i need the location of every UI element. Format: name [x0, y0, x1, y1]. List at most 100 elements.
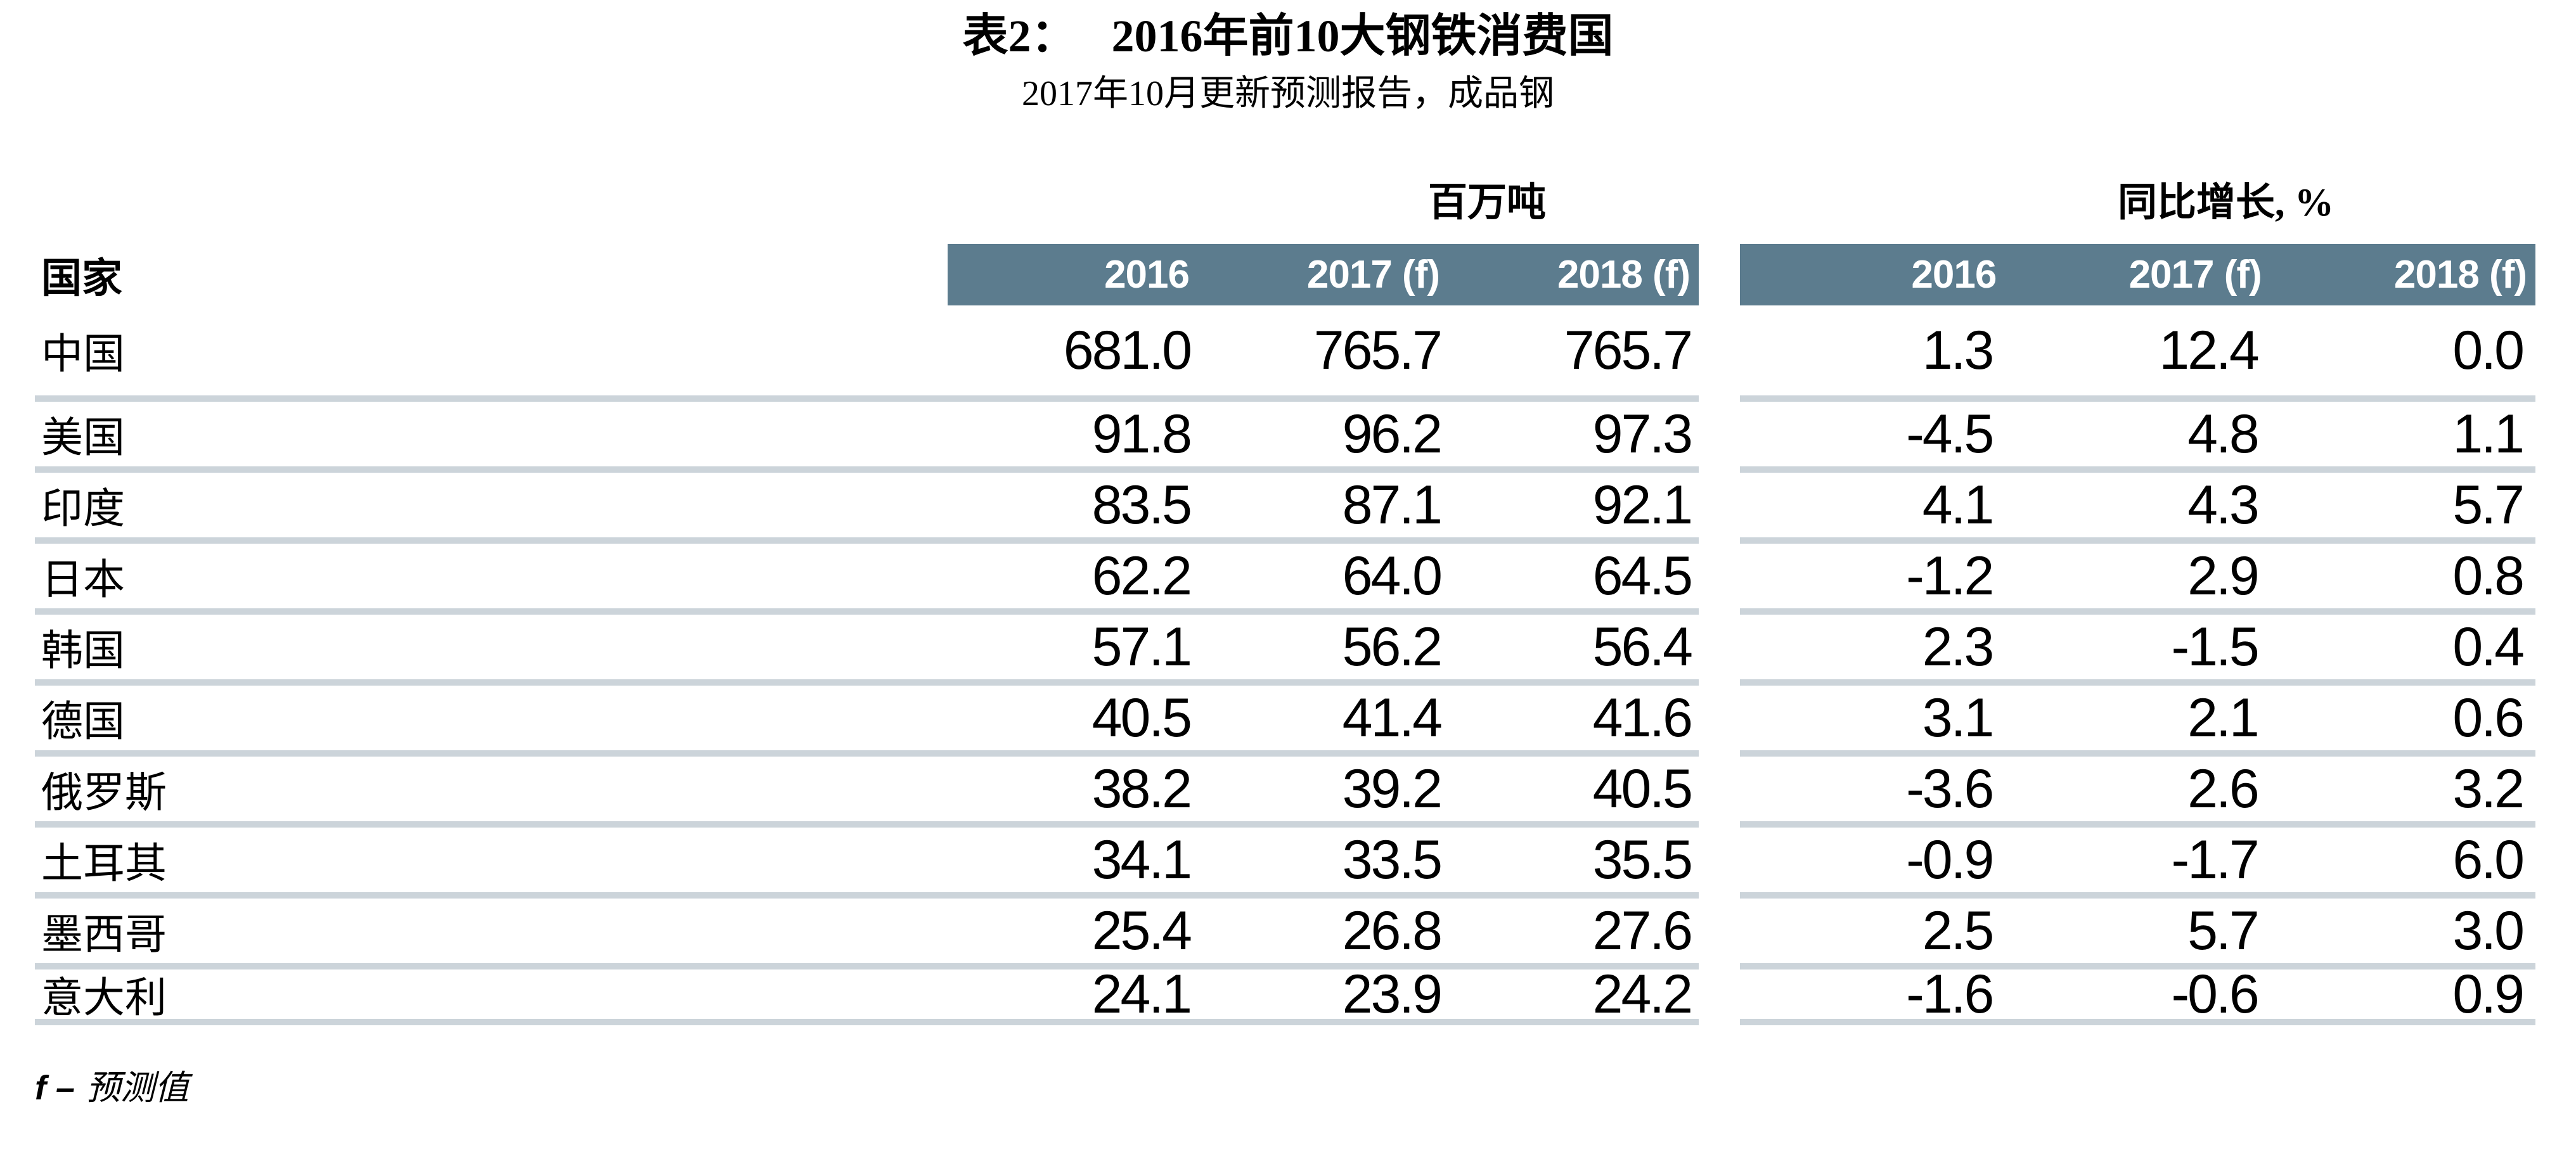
country-name: 德国: [41, 699, 125, 745]
mt-2016-value: 38.2: [1092, 758, 1192, 819]
row-left-segment: 日本 62.2 64.0 64.5: [35, 544, 1699, 615]
mt-2018f-value: 41.6: [1592, 687, 1693, 748]
yoy-2016-value: -1.2: [1906, 545, 1994, 606]
country-name: 墨西哥: [41, 912, 167, 958]
table-row: 美国 91.8 96.2 97.3 -4.5 4.8 1.1: [35, 402, 2535, 473]
table-title: 表2： 2016年前10大钢铁消费国: [0, 6, 2576, 67]
mt-2018f-value: 56.4: [1592, 616, 1693, 677]
yoy-2018f-value: 3.2: [2452, 758, 2525, 819]
table-body: 中国 681.0 765.7 765.7 1.3 12.4 0.0 美国 91.…: [35, 305, 2535, 1025]
row-left-segment: 土耳其 34.1 33.5 35.5: [35, 828, 1699, 899]
yoy-2017f-value: -1.5: [2171, 616, 2259, 677]
table-number-label: 表2：: [962, 11, 1077, 61]
yoy-2017f-value: 4.8: [2187, 403, 2260, 464]
group-header-yoy-growth: 同比增长, %: [2118, 181, 2334, 224]
row-gap: [1699, 402, 1740, 473]
yoy-2016-value: -1.6: [1906, 963, 1994, 1025]
country-column-header: 国家: [41, 255, 122, 301]
yoy-col-header-2018f: 2018 (f): [2393, 253, 2527, 297]
row-gap: [1699, 544, 1740, 615]
yoy-2016-value: 3.1: [1922, 687, 1995, 748]
row-gap: [1699, 899, 1740, 969]
row-left-segment: 俄罗斯 38.2 39.2 40.5: [35, 757, 1699, 828]
yoy-growth-header-band: 2016 2017 (f) 2018 (f): [1740, 244, 2535, 305]
row-left-segment: 印度 83.5 87.1 92.1: [35, 473, 1699, 544]
row-left-segment: 韩国 57.1 56.2 56.4: [35, 615, 1699, 686]
mt-2018f-value: 97.3: [1592, 403, 1693, 464]
mt-2017f-value: 56.2: [1342, 616, 1443, 677]
mt-2017f-value: 87.1: [1342, 474, 1443, 535]
mt-2016-value: 83.5: [1092, 474, 1192, 535]
mt-2017f-value: 41.4: [1342, 687, 1443, 748]
country-name: 韩国: [41, 628, 125, 674]
row-right-segment: -0.9 -1.7 6.0: [1740, 828, 2535, 899]
table-row: 土耳其 34.1 33.5 35.5 -0.9 -1.7 6.0: [35, 828, 2535, 899]
yoy-2018f-value: 0.8: [2452, 545, 2525, 606]
mt-2018f-value: 40.5: [1592, 758, 1693, 819]
mt-2018f-value: 64.5: [1592, 545, 1693, 606]
yoy-2018f-value: 6.0: [2452, 829, 2525, 890]
row-left-segment: 墨西哥 25.4 26.8 27.6: [35, 899, 1699, 969]
row-gap: [1699, 757, 1740, 828]
yoy-col-header-2017f: 2017 (f): [2128, 253, 2262, 297]
yoy-2016-value: -4.5: [1906, 403, 1994, 464]
table-row: 印度 83.5 87.1 92.1 4.1 4.3 5.7: [35, 473, 2535, 544]
mt-2017f-value: 64.0: [1342, 545, 1443, 606]
mt-2017f-value: 33.5: [1342, 829, 1443, 890]
row-right-segment: 2.5 5.7 3.0: [1740, 899, 2535, 969]
yoy-2016-value: -0.9: [1906, 829, 1994, 890]
mt-2018f-value: 27.6: [1592, 900, 1693, 961]
country-name: 土耳其: [41, 841, 167, 887]
table-header-row: 国家 2016 2017 (f) 2018 (f) 2016 2017 (f) …: [35, 244, 2535, 305]
table-row: 意大利 24.1 23.9 24.2 -1.6 -0.6 0.9: [35, 964, 2535, 1025]
row-right-segment: 4.1 4.3 5.7: [1740, 473, 2535, 544]
yoy-2017f-value: 5.7: [2187, 900, 2260, 961]
table-row: 中国 681.0 765.7 765.7 1.3 12.4 0.0: [35, 305, 2535, 402]
table-title-text: 2016年前10大钢铁消费国: [1111, 11, 1614, 61]
row-left-segment: 中国 681.0 765.7 765.7: [35, 305, 1699, 402]
country-name: 俄罗斯: [41, 770, 167, 816]
row-left-segment: 美国 91.8 96.2 97.3: [35, 402, 1699, 473]
row-right-segment: 3.1 2.1 0.6: [1740, 686, 2535, 757]
row-left-segment: 意大利 24.1 23.9 24.2: [35, 964, 1699, 1025]
yoy-2017f-value: -0.6: [2171, 963, 2259, 1025]
row-gap: [1699, 305, 1740, 402]
mt-col-header-2018f: 2018 (f): [1557, 253, 1690, 297]
row-gap: [1699, 828, 1740, 899]
mt-2018f-value: 35.5: [1592, 829, 1693, 890]
mt-2016-value: 25.4: [1092, 900, 1192, 961]
row-right-segment: -1.6 -0.6 0.9: [1740, 964, 2535, 1025]
yoy-2017f-value: 2.6: [2187, 758, 2260, 819]
yoy-2018f-value: 0.9: [2452, 963, 2525, 1025]
table-row: 韩国 57.1 56.2 56.4 2.3 -1.5 0.4: [35, 615, 2535, 686]
row-gap: [1699, 473, 1740, 544]
mt-col-header-2016: 2016: [1104, 253, 1190, 297]
mt-2016-value: 57.1: [1092, 616, 1192, 677]
mt-2016-value: 34.1: [1092, 829, 1192, 890]
footnote-text: 预测值: [86, 1069, 190, 1107]
yoy-2016-value: -3.6: [1906, 758, 1994, 819]
mt-2016-value: 40.5: [1092, 687, 1192, 748]
yoy-2018f-value: 0.6: [2452, 687, 2525, 748]
mt-2016-value: 91.8: [1092, 403, 1192, 464]
row-right-segment: -3.6 2.6 3.2: [1740, 757, 2535, 828]
mt-2016-value: 681.0: [1063, 319, 1192, 381]
yoy-2016-value: 4.1: [1922, 474, 1995, 535]
row-gap: [1699, 686, 1740, 757]
table-row: 俄罗斯 38.2 39.2 40.5 -3.6 2.6 3.2: [35, 757, 2535, 828]
mt-2017f-value: 39.2: [1342, 758, 1443, 819]
yoy-col-header-2016: 2016: [1911, 253, 1997, 297]
yoy-2018f-value: 0.0: [2452, 319, 2525, 381]
mt-2017f-value: 765.7: [1313, 319, 1443, 381]
yoy-2016-value: 1.3: [1922, 319, 1995, 381]
mt-2018f-value: 765.7: [1564, 319, 1693, 381]
group-header-million-tonnes: 百万吨: [1428, 181, 1547, 224]
yoy-2017f-value: -1.7: [2171, 829, 2259, 890]
yoy-2017f-value: 12.4: [2159, 319, 2259, 381]
row-right-segment: -1.2 2.9 0.8: [1740, 544, 2535, 615]
mt-2018f-value: 92.1: [1592, 474, 1693, 535]
band-gap: [1699, 244, 1740, 305]
mt-2017f-value: 26.8: [1342, 900, 1443, 961]
mt-2018f-value: 24.2: [1592, 963, 1693, 1025]
